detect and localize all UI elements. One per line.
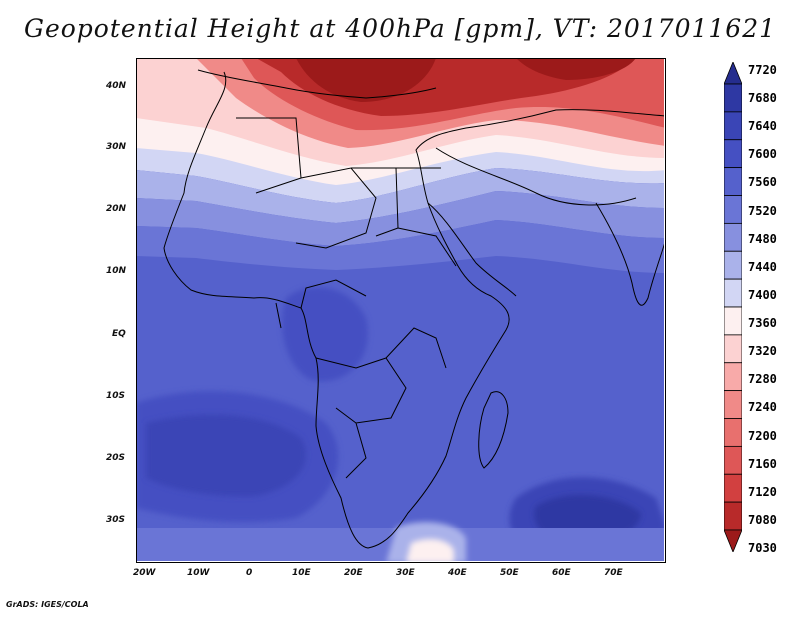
- colorbar-swatch-7440: [723, 250, 743, 280]
- colorbar-label-7480: 7480: [748, 231, 777, 246]
- lon-tick-40e: 40E: [448, 568, 467, 578]
- colorbar-label-7030: 7030: [748, 541, 777, 555]
- red-sea-coast: [427, 202, 517, 297]
- band-7520: [136, 220, 664, 273]
- lat-tick-10n: 10N: [106, 266, 127, 276]
- colorbar-swatch-7680: [723, 83, 743, 113]
- colorbar-swatch-7400: [723, 278, 743, 308]
- lon-tick-30e: 30E: [396, 568, 415, 578]
- geopotential-map: [136, 58, 664, 561]
- colorbar-label-7320: 7320: [748, 344, 777, 359]
- colorbar-swatch-7320: [723, 334, 743, 364]
- lat-tick-eq: EQ: [112, 329, 126, 339]
- colorbar-swatch-7360: [723, 306, 743, 336]
- lat-tick-10s: 10S: [106, 391, 126, 401]
- arabia-coast: [435, 147, 637, 206]
- colorbar-label-7520: 7520: [748, 203, 777, 218]
- madagascar-outline: [478, 391, 509, 469]
- colorbar-label-7200: 7200: [748, 428, 777, 443]
- lon-tick-50e: 50E: [500, 568, 519, 578]
- band-7030-east: [516, 58, 636, 80]
- lat-tick-20s: 20S: [106, 453, 126, 463]
- band-7440: [136, 168, 664, 223]
- colorbar-swatches: [723, 60, 743, 554]
- colorbar-swatch-7080: [723, 501, 743, 531]
- figure-title: Geopotential Height at 400hPa [gpm], VT:…: [23, 14, 777, 43]
- colorbar-swatch-7160: [723, 445, 743, 475]
- colorbar-label-7240: 7240: [748, 400, 777, 415]
- colorbar-swatch-7720: [723, 60, 743, 85]
- band-7480: [136, 191, 664, 246]
- colorbar-label-7680: 7680: [748, 91, 777, 106]
- colorbar-label-7080: 7080: [748, 512, 777, 527]
- lon-tick-10e: 10E: [292, 568, 311, 578]
- india-coast: [595, 202, 664, 306]
- colorbar-swatch-7200: [723, 418, 743, 447]
- blob-7600-congo: [282, 287, 368, 382]
- blob-7360-south: [406, 538, 454, 561]
- map-panel: [136, 58, 666, 563]
- colorbar-swatch-7560: [723, 167, 743, 196]
- colorbar-swatch-7520: [723, 195, 743, 224]
- blob-7640-southatlantic: [146, 414, 306, 497]
- colorbar: [723, 60, 743, 554]
- lon-tick-60e: 60E: [552, 568, 571, 578]
- mediterranean-coast: [197, 69, 437, 99]
- colorbar-label-7400: 7400: [748, 287, 777, 302]
- colorbar-label-7640: 7640: [748, 119, 777, 134]
- colorbar-label-7600: 7600: [748, 147, 777, 162]
- colorbar-swatch-7030: [723, 529, 743, 554]
- lat-tick-30s: 30S: [106, 515, 126, 525]
- lon-tick-70e: 70E: [604, 568, 623, 578]
- colorbar-label-7120: 7120: [748, 484, 777, 499]
- colorbar-label-7360: 7360: [748, 316, 777, 331]
- colorbar-label-7160: 7160: [748, 456, 777, 471]
- height-field: [136, 58, 664, 561]
- africa-outline: [163, 71, 664, 549]
- country-borders: [236, 117, 457, 479]
- colorbar-swatch-7480: [723, 222, 743, 252]
- lat-tick-30n: 30N: [106, 142, 127, 152]
- colorbar-swatch-7640: [723, 111, 743, 141]
- colorbar-label-7440: 7440: [748, 259, 777, 274]
- colorbar-swatch-7600: [723, 139, 743, 169]
- colorbar-swatch-7240: [723, 390, 743, 419]
- colorbar-label-7280: 7280: [748, 372, 777, 387]
- coastlines: [163, 69, 664, 549]
- colorbar-swatch-7280: [723, 362, 743, 392]
- lon-tick-0: 0: [246, 568, 253, 578]
- colorbar-label-7560: 7560: [748, 175, 777, 190]
- lon-tick-20e: 20E: [344, 568, 363, 578]
- lat-tick-20n: 20N: [106, 204, 127, 214]
- lon-tick-20w: 20W: [133, 568, 156, 578]
- credit-text: GrADS: IGES/COLA: [6, 600, 89, 609]
- lat-tick-40n: 40N: [106, 81, 127, 91]
- band-7030-west: [296, 58, 436, 102]
- lon-tick-10w: 10W: [187, 568, 210, 578]
- colorbar-label-7720: 7720: [748, 63, 777, 77]
- colorbar-swatch-7120: [723, 473, 743, 503]
